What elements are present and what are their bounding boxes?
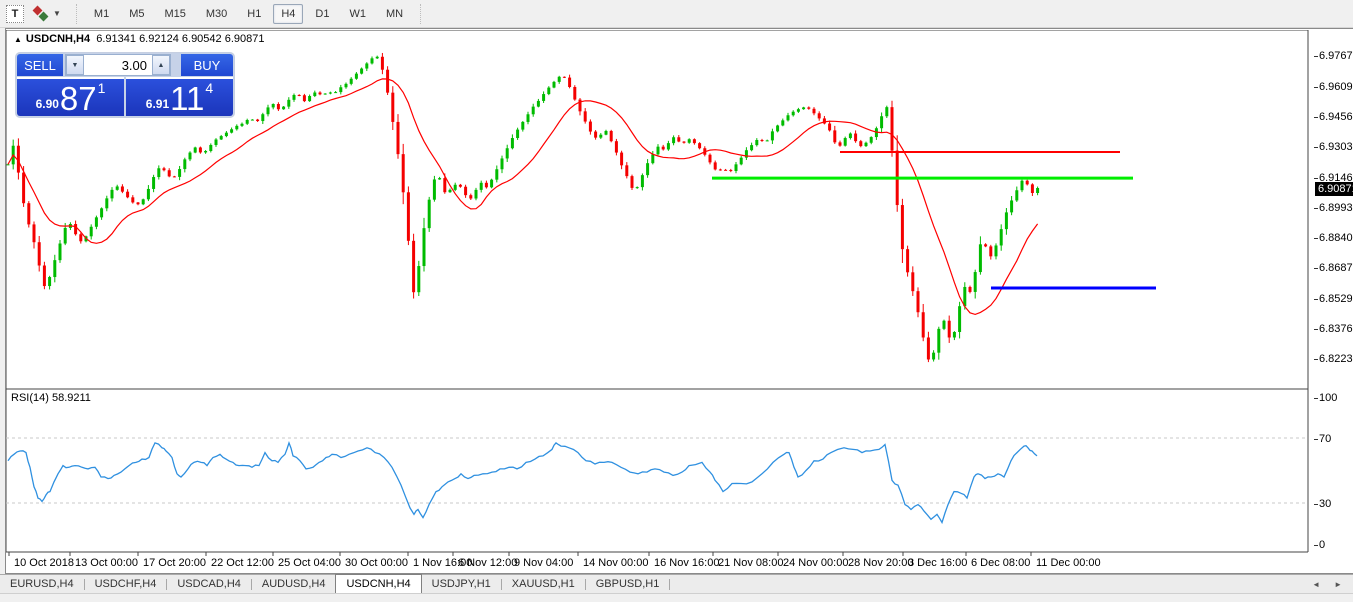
date-tick-label: 10 Oct 2018 [14, 557, 74, 569]
timeframe-w1-button[interactable]: W1 [349, 7, 366, 20]
date-tick-label: 17 Oct 20:00 [143, 557, 206, 569]
volume-input[interactable] [84, 55, 152, 75]
tab-xauusd[interactable]: XAUUSD,H1 [511, 578, 575, 590]
rsi-tick-label: 70 [1313, 433, 1332, 445]
ohlc-open: 6.91341 [96, 33, 136, 45]
sell-price-big: 87 [59, 80, 97, 117]
sell-price-display[interactable]: 6.90 87 1 [17, 77, 124, 116]
volume-box: ▼ ▲ [65, 54, 171, 76]
date-tick-label: 21 Nov 08:00 [718, 557, 784, 569]
one-click-trading-panel: SELL ▼ ▲ BUY 6.90 87 1 6.91 11 4 [16, 53, 234, 117]
tab-scroll-left-button[interactable]: ◄ [1312, 579, 1321, 589]
date-tick-label: 9 Nov 04:00 [514, 557, 574, 569]
timeframe-mn-button[interactable]: MN [385, 7, 404, 20]
date-tick-label: 11 Dec 00:00 [1036, 557, 1101, 569]
moving-average-line [7, 78, 1039, 316]
date-tick-label: 16 Nov 16:00 [654, 557, 720, 569]
collapse-icon[interactable]: ▲ [14, 35, 22, 44]
price-tick-label: 6.91460 [1314, 172, 1353, 185]
toolbar: T ▼ M1 M5 M15 M30 H1 H4 D1 W1 MN [0, 0, 1353, 28]
date-tick-label: 22 Oct 12:00 [211, 557, 274, 569]
date-tick-label: 13 Oct 00:00 [75, 557, 138, 569]
rsi-tick-label: 0 [1313, 539, 1326, 551]
tab-usdcnh[interactable]: USDCNH,H4 [335, 574, 422, 593]
chart-canvas [6, 30, 1309, 556]
rsi-tick-label: 30 [1313, 498, 1332, 510]
tab-usdchf[interactable]: USDCHF,H4 [94, 578, 157, 590]
timeframe-d1-button[interactable]: D1 [315, 7, 330, 20]
price-tick-label: 6.83765 [1314, 323, 1353, 336]
date-tick-label: 14 Nov 00:00 [583, 557, 649, 569]
tab-gbpusd[interactable]: GBPUSD,H1 [595, 578, 660, 590]
price-tick-label: 6.82235 [1314, 353, 1353, 366]
buy-button[interactable]: BUY [181, 54, 233, 76]
text-tool-button[interactable]: T [6, 4, 24, 23]
timeframe-m1-button[interactable]: M1 [93, 7, 110, 20]
price-tick-label: 6.89930 [1314, 202, 1353, 215]
toolbar-separator [75, 3, 77, 24]
sell-button[interactable]: SELL [17, 54, 63, 76]
tab-audusd[interactable]: AUDUSD,H4 [261, 578, 326, 590]
ohlc-low: 6.90542 [181, 33, 222, 45]
chart-symbol: USDCNH,H4 [25, 33, 91, 45]
timeframe-h1-button[interactable]: H1 [247, 7, 262, 20]
chevron-down-icon: ▼ [53, 9, 61, 18]
date-tick-label: 1 Nov 16:00 [413, 557, 473, 569]
sell-price-small: 6.90 [35, 97, 59, 111]
chart-tab-bar: EURUSD,H4 USDCHF,H4 USDCAD,H4 AUDUSD,H4 … [0, 574, 1353, 593]
sell-price-sup: 1 [97, 80, 106, 96]
candles-group [6, 52, 1040, 363]
rsi-line [7, 440, 1038, 525]
date-tick-label: 30 Oct 00:00 [345, 557, 408, 569]
symbols-icon [32, 5, 50, 23]
ohlc-high: 6.92124 [139, 33, 179, 45]
tab-usdcad[interactable]: USDCAD,H4 [177, 578, 241, 590]
current-price-tag: 6.90871 [1315, 182, 1353, 197]
symbols-button[interactable]: ▼ [25, 3, 68, 25]
rsi-tick-label: 100 [1313, 392, 1338, 404]
price-tick-label: 6.96095 [1314, 81, 1353, 94]
buy-price-sup: 4 [205, 80, 214, 96]
chart-area[interactable]: ▲ USDCNH,H4 6.91341 6.92124 6.90542 6.908… [5, 28, 1353, 574]
tab-eurusd[interactable]: EURUSD,H4 [10, 578, 74, 590]
ohlc-close: 6.90871 [224, 33, 265, 45]
chart-ohlc-header: ▲ USDCNH,H4 6.91341 6.92124 6.90542 6.908… [14, 33, 264, 45]
buy-price-display[interactable]: 6.91 11 4 [126, 77, 233, 116]
timeframe-h4-button[interactable]: H4 [273, 3, 304, 24]
volume-decrease-button[interactable]: ▼ [66, 55, 84, 75]
toolbar-separator [420, 3, 422, 24]
date-tick-label: 6 Nov 12:00 [458, 557, 518, 569]
date-tick-label: 6 Dec 08:00 [971, 557, 1031, 569]
price-tick-label: 6.94565 [1314, 111, 1353, 124]
date-tick-label: 25 Oct 04:00 [278, 557, 341, 569]
price-tick-label: 6.85295 [1314, 293, 1353, 306]
price-tick-label: 6.86870 [1314, 262, 1353, 275]
timeframe-m15-button[interactable]: M15 [164, 7, 186, 20]
timeframe-m30-button[interactable]: M30 [205, 7, 228, 20]
buy-price-big: 11 [170, 80, 205, 117]
status-bar [0, 593, 1353, 602]
price-tick-label: 6.88400 [1314, 232, 1353, 245]
tab-scroll-right-button[interactable]: ► [1334, 579, 1342, 589]
price-tick-label: 6.97670 [1314, 50, 1353, 63]
rsi-indicator-label: RSI(14) 58.9211 [11, 392, 91, 404]
timeframe-m5-button[interactable]: M5 [129, 7, 145, 20]
volume-increase-button[interactable]: ▲ [152, 55, 170, 75]
text-tool-label: T [11, 7, 19, 20]
date-tick-label: 28 Nov 20:00 [848, 557, 914, 569]
tab-usdjpy[interactable]: USDJPY,H1 [431, 578, 491, 590]
price-tick-label: 6.93035 [1314, 141, 1353, 154]
date-tick-label: 3 Dec 16:00 [908, 557, 968, 569]
buy-price-small: 6.91 [145, 97, 170, 111]
date-tick-label: 24 Nov 00:00 [783, 557, 849, 569]
